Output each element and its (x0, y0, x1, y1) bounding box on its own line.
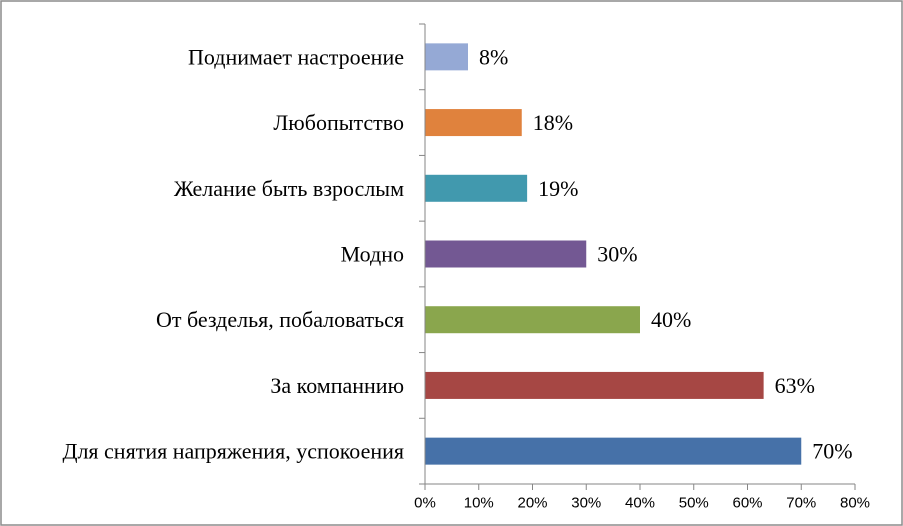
y-axis-ticks (419, 23, 425, 485)
x-axis-ticks: 0% 10% 20% 30% 40% 50% 60% 70% 80% (414, 484, 870, 512)
category-label: Модно (341, 242, 404, 267)
bar (425, 174, 528, 202)
bar (425, 437, 802, 465)
x-tick-label: 40% (625, 495, 655, 512)
data-label: 18% (533, 110, 573, 135)
data-label: 19% (538, 176, 578, 201)
bars (425, 43, 802, 465)
bar (425, 306, 640, 334)
category-label: Поднимает настроение (188, 44, 404, 69)
category-label: Для снятия напряжения, успокоения (62, 439, 404, 464)
x-tick-label: 10% (464, 495, 494, 512)
x-tick-label: 80% (840, 495, 870, 512)
x-tick-label: 20% (517, 495, 547, 512)
x-tick-label: 30% (571, 495, 601, 512)
bar (425, 43, 468, 71)
data-label: 8% (479, 44, 508, 69)
bar (425, 109, 522, 137)
x-tick-label: 70% (786, 495, 816, 512)
x-tick-label: 60% (732, 495, 762, 512)
category-label: Желание быть взрослым (174, 176, 404, 201)
data-label: 30% (597, 242, 637, 267)
category-label: Любопытство (273, 110, 404, 135)
value-labels: 8% 18% 19% 30% 40% 63% 70% (479, 44, 853, 463)
x-tick-label: 50% (679, 495, 709, 512)
data-label: 63% (775, 373, 815, 398)
category-labels: Поднимает настроение Любопытство Желание б… (62, 44, 404, 463)
category-label: От безделья, побаловаться (156, 307, 404, 332)
bar (425, 371, 764, 399)
data-label: 70% (812, 439, 852, 464)
x-tick-label: 0% (414, 495, 436, 512)
data-label: 40% (651, 307, 691, 332)
bar (425, 240, 587, 268)
category-label: За компаннию (270, 373, 404, 398)
